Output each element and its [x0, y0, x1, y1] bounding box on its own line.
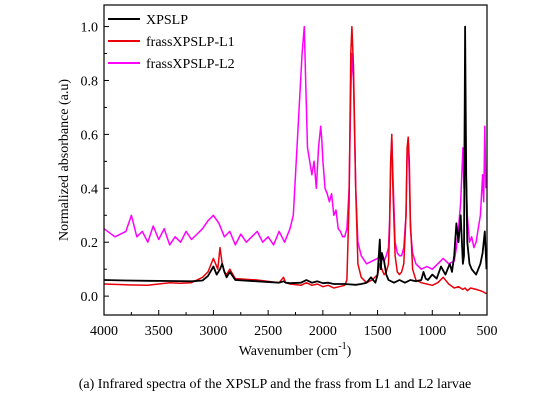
y-axis-label: Normalized absorbance (a.u)	[57, 79, 72, 241]
x-axis-label-main: Wavenumber (cm	[239, 344, 339, 359]
x-tick-label: 3500	[145, 324, 173, 339]
x-tick-label: 4000	[90, 324, 118, 339]
legend-label-1: frassXPSLP-L1	[146, 35, 235, 50]
y-tick-label: 0.6	[81, 128, 99, 143]
y-tick-label: 1.0	[81, 21, 99, 36]
y-tick-label: 0.4	[81, 182, 99, 197]
x-axis-label: Wavenumber (cm-1)	[239, 341, 352, 359]
spectra-chart: 4000 3500 3000 2500 2000 1500 1000 500 0.0 0.2 0.4…	[57, 4, 498, 359]
x-tick-label: 3000	[199, 324, 227, 339]
x-axis-label-sup: -1	[338, 341, 346, 352]
x-axis-label-close: )	[347, 344, 352, 359]
y-tick-label: 0.8	[81, 74, 99, 89]
x-tick-label: 1000	[418, 324, 446, 339]
figure-caption: (a) Infrared spectra of the XPSLP and th…	[78, 377, 472, 392]
ticks-layer: 4000 3500 3000 2500 2000 1500 1000 500 0.0 0.2 0.4…	[81, 21, 498, 339]
x-tick-label: 1500	[364, 324, 392, 339]
legend-label-2: frassXPSLP-L2	[146, 57, 235, 72]
legend-label-0: XPSLP	[146, 13, 188, 28]
y-tick-label: 0.0	[81, 290, 99, 305]
x-tick-label: 2000	[309, 324, 337, 339]
series-layer	[103, 25, 488, 295]
x-tick-label: 500	[477, 324, 498, 339]
series-line-2	[103, 25, 487, 270]
x-tick-label: 2500	[254, 324, 282, 339]
series-line-0	[103, 25, 488, 286]
y-tick-label: 0.2	[81, 236, 99, 251]
legend: XPSLP frassXPSLP-L1 frassXPSLP-L2	[108, 13, 235, 72]
